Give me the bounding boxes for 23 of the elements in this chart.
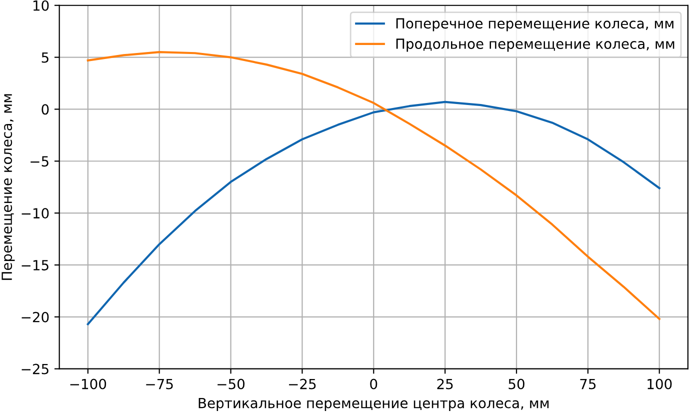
y-tick-label: −15: [22, 260, 48, 270]
x-tick-label: −50: [218, 378, 245, 390]
x-tick-label: −100: [70, 378, 106, 390]
y-tick-label: 0: [42, 104, 49, 115]
y-tick-label: −20: [22, 312, 49, 322]
legend-label: Продольное перемещение колеса, мм: [396, 38, 674, 52]
x-axis-title: Вертикальное перемещение центра колеса, мм: [198, 398, 549, 411]
line-series: [86, 100, 660, 326]
y-tick-label: −10: [22, 208, 49, 219]
legend-label: Поперечное перемещение колеса, мм: [396, 18, 674, 32]
x-tick-label: 75: [580, 378, 596, 390]
y-tick-label: 10: [33, 0, 49, 11]
y-axis-title: Перемещение колеса, мм: [2, 94, 15, 280]
x-tick-label: 25: [437, 378, 453, 390]
x-tick-label: 50: [508, 378, 524, 390]
y-tick-label: −5: [30, 156, 48, 167]
line-series: [86, 51, 660, 320]
x-tick-label: −75: [146, 378, 173, 390]
x-tick-label: 0: [370, 378, 378, 390]
y-tick-label: −25: [22, 364, 48, 374]
x-tick-label: −25: [289, 378, 316, 390]
y-tick-label: 5: [42, 52, 48, 63]
x-tick-label: 100: [648, 378, 672, 390]
